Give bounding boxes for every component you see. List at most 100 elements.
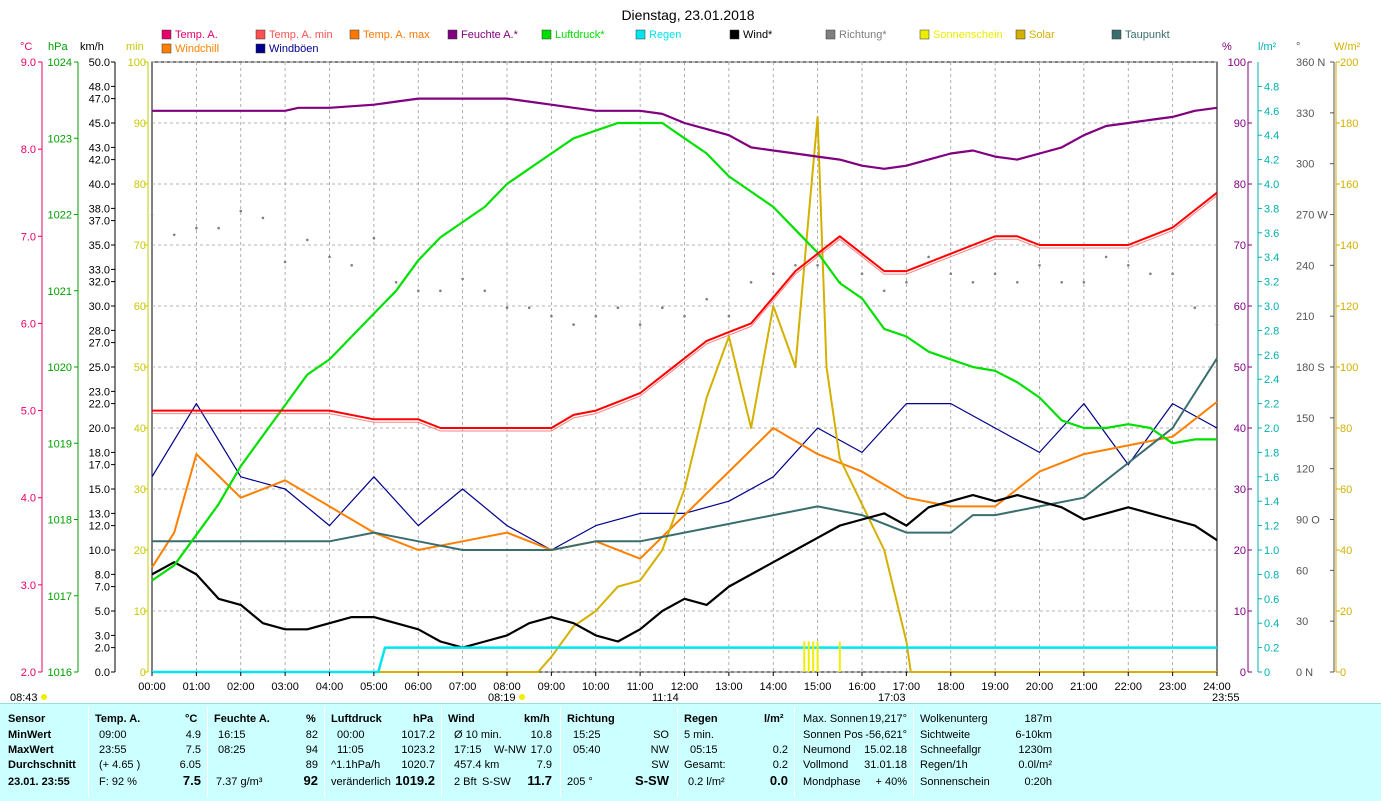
chart-title: Dienstag, 23.01.2018: [621, 7, 754, 23]
legend-label: Solar: [1029, 29, 1055, 41]
rain-5min-label: 5 min.: [684, 729, 714, 741]
legend-label: Luftdruck*: [555, 29, 605, 41]
solar-tick-label: 20: [1340, 606, 1352, 618]
series-point-richtung: [461, 277, 464, 281]
direction-r2-time: 05:40: [573, 744, 601, 756]
series-point-richtung: [1215, 323, 1219, 326]
rain-tick-label: 3.2: [1264, 277, 1279, 289]
series-point-richtung: [1082, 281, 1086, 284]
rain-rate-label: Regen/1h: [920, 759, 968, 771]
sun-pos-label: Sonnen Pos: [803, 729, 863, 741]
snow-line-value: 1230m: [1018, 744, 1052, 756]
visibility-value: 6-10km: [1015, 729, 1052, 741]
direction-tick-label: 330: [1296, 108, 1314, 120]
temp-tick-label: 7.0: [21, 231, 36, 243]
x-axis: 00:00 01:00 02:00 03:00 04:00 05:00 06:00 07:00…: [138, 672, 1231, 693]
legend-swatch: [635, 29, 646, 40]
temp-tick-label: 6.0: [21, 318, 36, 330]
rain-tick-label: 2.4: [1264, 374, 1279, 386]
series-point-richtung: [172, 233, 176, 237]
pressure-tendency: veränderlich: [331, 776, 391, 788]
wind-tick-label: 27.0: [89, 338, 110, 350]
rain-amount: 0.2 l/m²: [688, 776, 725, 788]
temp-tick-label: 4.0: [21, 493, 36, 505]
rain-tick-label: 3.6: [1264, 228, 1279, 240]
series-point-richtung: [550, 314, 553, 318]
humidity-column: Feuchte A. % 16:15 82 08:25 94 89 7.37 g…: [208, 704, 324, 801]
rain-tick-label: 1.6: [1264, 472, 1279, 484]
temp-column: Temp. A. °C 09:00 4.9 23:55 7.5 (+ 4.65 …: [89, 704, 207, 801]
x-tick-label: 03:00: [271, 681, 299, 693]
temp-max-time: 23:55: [99, 744, 127, 756]
sun-tick-label: 10: [134, 606, 146, 618]
direction-tick-label: 270 W: [1296, 210, 1328, 222]
temp-unit: °C: [185, 713, 198, 725]
astro-column: Max. Sonnen 19,217° Sonnen Pos -56,621° …: [795, 704, 913, 801]
rain-tick-label: 1.0: [1264, 545, 1279, 557]
wind-run-label: 457.4 km: [454, 759, 500, 771]
pressure-unit: hPa: [413, 713, 434, 725]
series-line-temp-a-min: [152, 195, 1218, 432]
sun-tick-label: 30: [134, 484, 146, 496]
pressure-column: Luftdruck hPa 00:00 1017.2 11:05 1023.2 …: [325, 704, 441, 801]
rain-tick-label: 2.6: [1264, 350, 1279, 362]
series-line-regen: [152, 646, 1217, 674]
legend-label: Temp. A. max: [363, 29, 430, 41]
direction-tick-label: 150: [1296, 413, 1314, 425]
percent-tick-label: 60: [1234, 301, 1246, 313]
left-axes: 9.08.07.06.05.04.03.02.01024102310221021…: [21, 57, 149, 679]
wind-tick-label: 23.0: [89, 386, 110, 398]
x-tick-label: 16:00: [848, 681, 876, 693]
sun-tick-label: 0: [140, 667, 146, 679]
rain-tick-label: 4.4: [1264, 130, 1279, 142]
legend-swatch: [161, 29, 172, 40]
solar-unit-label: W/m²: [1334, 41, 1361, 53]
pressure-tick-label: 1018: [48, 515, 72, 527]
sun-tick-label: 90: [134, 118, 146, 130]
wind-tick-label: 18.0: [89, 447, 110, 459]
temp-avg-note: (+ 4.65 ): [99, 759, 141, 771]
rain-tick-label: 4.2: [1264, 155, 1279, 167]
rain-tick-label: 0.2: [1264, 643, 1279, 655]
pressure-tick-label: 1019: [48, 438, 72, 450]
x-tick-label: 13:00: [715, 681, 743, 693]
rain-tick-label: 1.4: [1264, 496, 1279, 508]
direction-avg-value: SW: [651, 759, 669, 771]
temp-unit-label: °C: [20, 41, 32, 53]
legend-swatch: [161, 43, 172, 54]
series-point-richtung: [483, 289, 487, 293]
direction-header: Richtung: [567, 713, 615, 725]
x-tick-label: 23:00: [1159, 681, 1187, 693]
full-moon-label: Vollmond: [803, 759, 849, 771]
wind-tick-label: 45.0: [89, 118, 110, 130]
x-tick-label: 07:00: [449, 681, 477, 693]
rain-tick-label: 1.2: [1264, 521, 1279, 533]
x-tick-label: 11:00: [627, 681, 654, 693]
legend-swatch: [349, 29, 360, 40]
new-moon-label: Neumond: [803, 744, 851, 756]
series-point-richtung: [594, 314, 598, 318]
pressure-max-time: 11:05: [337, 744, 364, 756]
legend-label: Regen: [649, 29, 681, 41]
x-tick-label: 15:00: [804, 681, 832, 693]
series-point-richtung: [927, 255, 930, 259]
pressure-header: Luftdruck: [331, 713, 382, 725]
series-line-solar: [152, 115, 1217, 673]
snow-line-label: Schneefallgr: [920, 744, 982, 756]
rain-tick-label: 4.8: [1264, 81, 1279, 93]
series-line-luftdruck: [151, 121, 1217, 582]
pressure-trend: ^1.1hPa/h: [331, 759, 381, 771]
plot-area: [151, 61, 1218, 673]
wind-tick-label: 22.0: [89, 399, 110, 411]
temp-max-value: 7.5: [185, 744, 201, 756]
wind-tick-label: 7.0: [95, 582, 110, 594]
max-sun-label: Max. Sonnen: [803, 713, 868, 725]
series-line-taupunkt: [152, 357, 1218, 551]
sun-icon: [41, 694, 47, 700]
legend: Temp. A. Temp. A. min Temp. A. max Feuchte …: [161, 29, 1170, 55]
legend-swatch: [1111, 29, 1122, 40]
wind-tick-label: 2.0: [95, 643, 110, 655]
legend-label: Temp. A. min: [269, 29, 333, 41]
wind-tick-label: 5.0: [95, 606, 110, 618]
wind-tick-label: 47.0: [89, 94, 110, 106]
